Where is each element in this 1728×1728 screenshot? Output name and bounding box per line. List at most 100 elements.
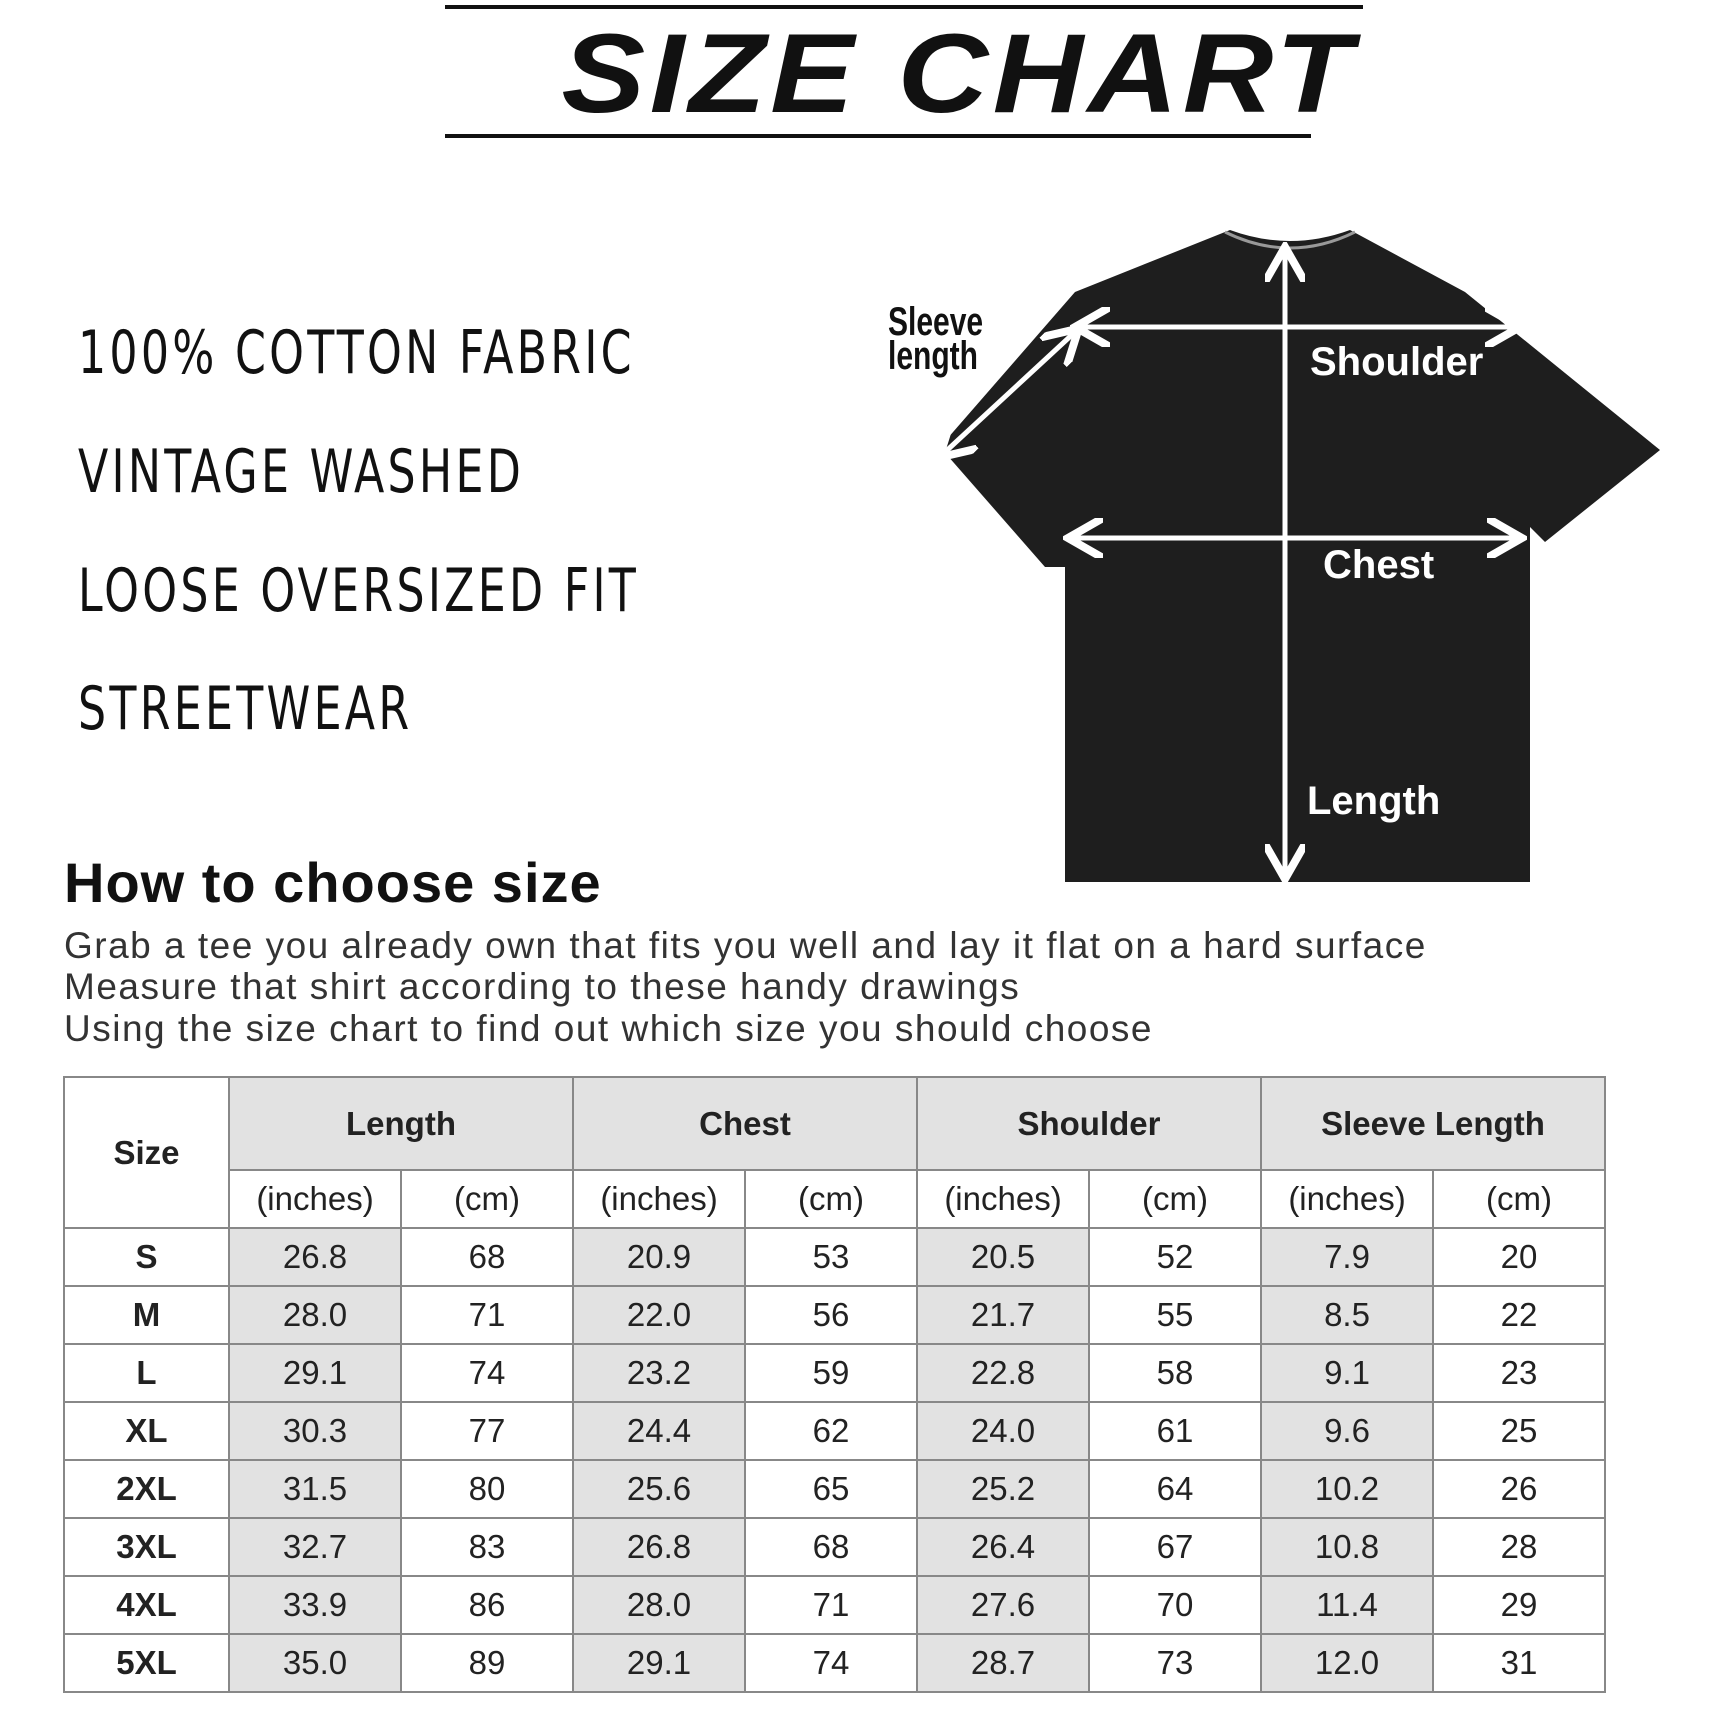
value-cell: 28.0 (572, 1575, 746, 1635)
table-row: XL 30.3 77 24.4 62 24.0 61 9.6 25 (63, 1401, 1606, 1461)
howto-line-2: Measure that shirt according to these ha… (64, 966, 1021, 1007)
value-cell: 25.6 (572, 1459, 746, 1519)
value-cell: 12.0 (1260, 1633, 1434, 1693)
value-cell: 53 (744, 1227, 918, 1287)
value-cell: 22 (1432, 1285, 1606, 1345)
feature-1: 100% COTTON FABRIC (78, 318, 635, 388)
value-cell: 26.4 (916, 1517, 1090, 1577)
table-row: 2XL 31.5 80 25.6 65 25.2 64 10.2 26 (63, 1459, 1606, 1519)
value-cell: 65 (744, 1459, 918, 1519)
value-cell: 26.8 (228, 1227, 402, 1287)
value-cell: 22.8 (916, 1343, 1090, 1403)
chest-label: Chest (1323, 543, 1434, 587)
value-cell: 59 (744, 1343, 918, 1403)
value-cell: 20.9 (572, 1227, 746, 1287)
value-cell: 80 (400, 1459, 574, 1519)
value-cell: 27.6 (916, 1575, 1090, 1635)
value-cell: 28 (1432, 1517, 1606, 1577)
value-cell: 86 (400, 1575, 574, 1635)
shoulder-label: Shoulder (1310, 340, 1483, 384)
value-cell: 24.4 (572, 1401, 746, 1461)
value-cell: 29.1 (228, 1343, 402, 1403)
table-row: L 29.1 74 23.2 59 22.8 58 9.1 23 (63, 1343, 1606, 1403)
size-cell: XL (63, 1401, 230, 1461)
value-cell: 20.5 (916, 1227, 1090, 1287)
howto-line-1: Grab a tee you already own that fits you… (64, 925, 1427, 966)
unit-header: (cm) (744, 1169, 918, 1229)
title-bottom-rule (445, 134, 1311, 138)
value-cell: 24.0 (916, 1401, 1090, 1461)
value-cell: 71 (400, 1285, 574, 1345)
unit-header: (inches) (228, 1169, 402, 1229)
value-cell: 22.0 (572, 1285, 746, 1345)
sleeve-length-label: Sleeve length (888, 300, 984, 378)
value-cell: 31 (1432, 1633, 1606, 1693)
value-cell: 58 (1088, 1343, 1262, 1403)
value-cell: 26 (1432, 1459, 1606, 1519)
value-cell: 35.0 (228, 1633, 402, 1693)
group-header-chest: Chest (572, 1076, 918, 1171)
unit-header: (inches) (572, 1169, 746, 1229)
value-cell: 73 (1088, 1633, 1262, 1693)
unit-header: (cm) (1088, 1169, 1262, 1229)
value-cell: 56 (744, 1285, 918, 1345)
value-cell: 25.2 (916, 1459, 1090, 1519)
size-cell: S (63, 1227, 230, 1287)
value-cell: 10.2 (1260, 1459, 1434, 1519)
table-row: 5XL 35.0 89 29.1 74 28.7 73 12.0 31 (63, 1633, 1606, 1693)
group-header-sleeve-length: Sleeve Length (1260, 1076, 1606, 1171)
sleeve-arrow (943, 332, 1075, 454)
size-cell: M (63, 1285, 230, 1345)
value-cell: 7.9 (1260, 1227, 1434, 1287)
howto-heading: How to choose size (64, 851, 602, 914)
value-cell: 21.7 (916, 1285, 1090, 1345)
table-row: M 28.0 71 22.0 56 21.7 55 8.5 22 (63, 1285, 1606, 1345)
size-cell: 5XL (63, 1633, 230, 1693)
unit-header-row: (inches) (cm) (inches) (cm) (inches) (cm) (inc… (64, 1169, 1606, 1229)
unit-header: (cm) (1432, 1169, 1606, 1229)
unit-header: (cm) (400, 1169, 574, 1229)
size-cell: 3XL (63, 1517, 230, 1577)
page-title: SIZE CHART (561, 11, 1357, 136)
value-cell: 89 (400, 1633, 574, 1693)
value-cell: 10.8 (1260, 1517, 1434, 1577)
table-row: S 26.8 68 20.9 53 20.5 52 7.9 20 (63, 1227, 1606, 1287)
value-cell: 23 (1432, 1343, 1606, 1403)
value-cell: 71 (744, 1575, 918, 1635)
tshirt-measurement-diagram: Shoulder Chest Length (925, 230, 1660, 892)
value-cell: 28.0 (228, 1285, 402, 1345)
group-header-length: Length (228, 1076, 574, 1171)
value-cell: 74 (744, 1633, 918, 1693)
value-cell: 68 (744, 1517, 918, 1577)
value-cell: 32.7 (228, 1517, 402, 1577)
size-cell: L (63, 1343, 230, 1403)
value-cell: 20 (1432, 1227, 1606, 1287)
value-cell: 9.1 (1260, 1343, 1434, 1403)
value-cell: 11.4 (1260, 1575, 1434, 1635)
value-cell: 83 (400, 1517, 574, 1577)
value-cell: 52 (1088, 1227, 1262, 1287)
size-header: Size (63, 1076, 230, 1229)
value-cell: 28.7 (916, 1633, 1090, 1693)
feature-4: STREETWEAR (78, 674, 413, 744)
value-cell: 29 (1432, 1575, 1606, 1635)
value-cell: 29.1 (572, 1633, 746, 1693)
value-cell: 9.6 (1260, 1401, 1434, 1461)
value-cell: 74 (400, 1343, 574, 1403)
size-cell: 4XL (63, 1575, 230, 1635)
value-cell: 62 (744, 1401, 918, 1461)
value-cell: 25 (1432, 1401, 1606, 1461)
table-row: 3XL 32.7 83 26.8 68 26.4 67 10.8 28 (63, 1517, 1606, 1577)
value-cell: 23.2 (572, 1343, 746, 1403)
value-cell: 26.8 (572, 1517, 746, 1577)
value-cell: 61 (1088, 1401, 1262, 1461)
unit-header: (inches) (916, 1169, 1090, 1229)
value-cell: 68 (400, 1227, 574, 1287)
feature-2: VINTAGE WASHED (78, 437, 525, 507)
value-cell: 33.9 (228, 1575, 402, 1635)
title-top-rule (445, 5, 1363, 9)
value-cell: 70 (1088, 1575, 1262, 1635)
size-table: Size Length Chest Shoulder Sleeve Length… (63, 1076, 1606, 1693)
value-cell: 8.5 (1260, 1285, 1434, 1345)
unit-header: (inches) (1260, 1169, 1434, 1229)
